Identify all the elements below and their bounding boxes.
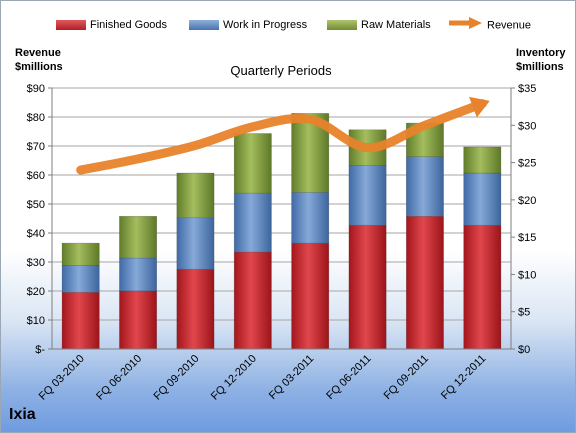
legend-swatch-finished-goods (56, 20, 86, 31)
bar-work-in-progress (291, 192, 330, 244)
chart-title: Quarterly Periods (230, 63, 332, 78)
left-tick-label: $50 (27, 199, 45, 211)
bar-finished-goods (463, 224, 502, 350)
left-tick-label: $10 (27, 315, 45, 327)
right-axis-title-line1: Inventory (516, 47, 566, 59)
bar-finished-goods (119, 290, 158, 350)
category-label: FQ 12-2011 (439, 353, 488, 402)
category-label: FQ 06-2011 (324, 353, 373, 402)
legend-swatch-work-in-progress (189, 20, 219, 31)
left-tick-label: $80 (27, 112, 45, 124)
legend-arrow-icon (446, 17, 483, 34)
category-label: FQ 09-2011 (382, 353, 431, 402)
category-label: FQ 03-2011 (267, 353, 316, 402)
bar-raw-materials (463, 146, 502, 174)
legend-item-finished-goods: Finished Goods (56, 17, 167, 33)
legend: Finished Goods Work in Progress Raw Mate… (1, 17, 575, 34)
right-tick-label: $35 (518, 83, 536, 95)
bar-finished-goods (348, 224, 387, 350)
category-label: FQ 12-2010 (209, 353, 259, 403)
bar-raw-materials (176, 172, 215, 219)
legend-item-raw-materials: Raw Materials (327, 17, 431, 33)
category-label: FQ 03-2010 (37, 353, 87, 403)
bar-finished-goods (291, 242, 330, 350)
bar-work-in-progress (61, 265, 100, 293)
left-axis-title-line2: $millions (15, 61, 63, 73)
left-axis-title-line1: Revenue (15, 47, 61, 59)
bar-raw-materials (119, 215, 158, 259)
bar-work-in-progress (348, 165, 387, 226)
legend-item-work-in-progress: Work in Progress (189, 17, 307, 33)
bar-work-in-progress (176, 217, 215, 270)
right-axis-title: Inventory $millions (516, 46, 566, 74)
legend-label-revenue: Revenue (487, 19, 532, 32)
legend-label-raw-materials: Raw Materials (361, 19, 431, 31)
right-tick-label: $20 (518, 195, 536, 207)
left-tick-label: $90 (27, 83, 45, 95)
bar-finished-goods (405, 215, 444, 350)
legend-label-work-in-progress: Work in Progress (223, 19, 308, 31)
right-tick-label: $5 (518, 307, 530, 319)
revenue-line (76, 99, 487, 175)
category-label: FQ 06-2010 (94, 353, 144, 403)
revenue-arrowhead (469, 96, 490, 118)
right-tick-label: $0 (518, 344, 530, 356)
bar-work-in-progress (233, 192, 272, 253)
bar-raw-materials (233, 133, 272, 194)
legend-item-revenue: Revenue (446, 17, 532, 34)
left-tick-label: $20 (27, 286, 45, 298)
right-axis-title-line2: $millions (516, 61, 564, 73)
left-tick-label: $70 (27, 141, 45, 153)
left-tick-label: $30 (27, 257, 45, 269)
legend-swatch-raw-materials (327, 20, 357, 31)
bar-finished-goods (233, 251, 272, 350)
bar-raw-materials (61, 242, 100, 266)
bar-work-in-progress (405, 156, 444, 217)
category-label: FQ 09-2010 (152, 353, 202, 403)
right-tick-label: $25 (518, 158, 536, 170)
company-name: Ixia (9, 406, 36, 423)
left-axis-title: Revenue $millions (15, 46, 63, 74)
legend-label-finished-goods: Finished Goods (90, 19, 168, 31)
left-tick-label: $60 (27, 170, 45, 182)
bar-work-in-progress (463, 172, 502, 226)
left-tick-label: $40 (27, 228, 45, 240)
left-tick-label: $- (35, 344, 45, 356)
right-tick-label: $10 (518, 269, 536, 281)
bar-finished-goods (61, 292, 100, 350)
bar-finished-goods (176, 268, 215, 350)
right-tick-label: $15 (518, 232, 536, 244)
right-tick-label: $30 (518, 120, 536, 132)
bar-work-in-progress (119, 257, 158, 292)
